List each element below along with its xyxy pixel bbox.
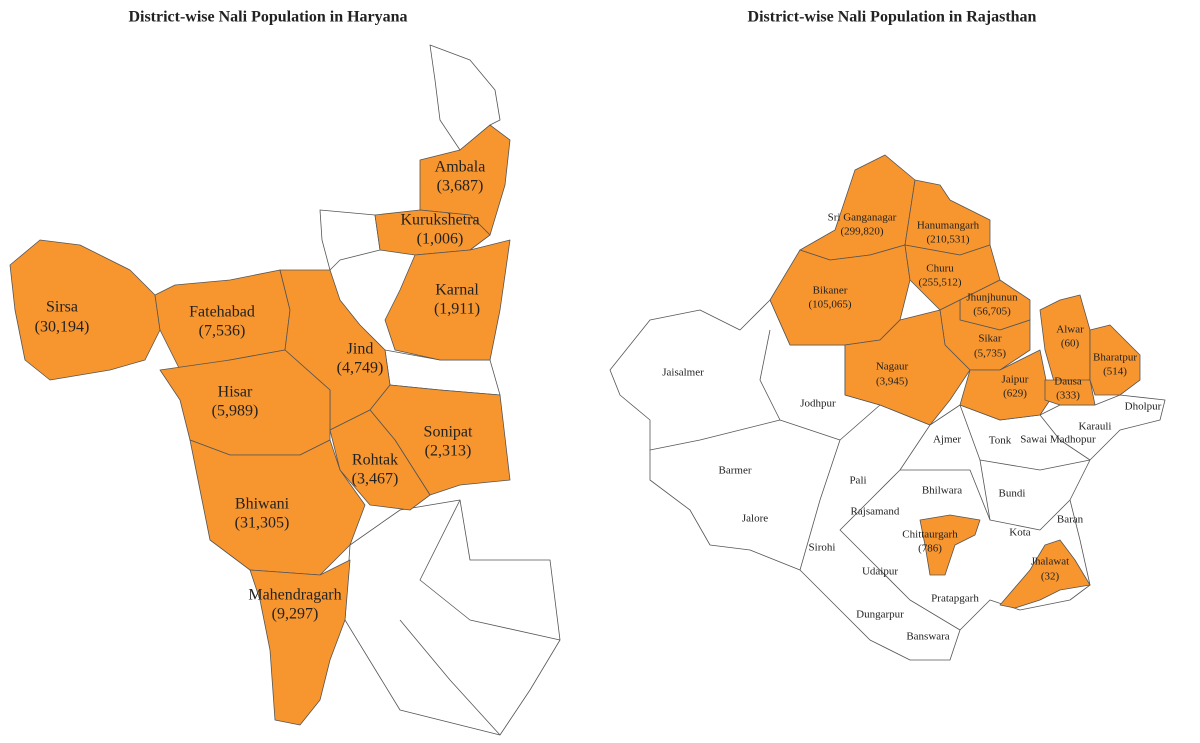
district-name: Hisar [218,384,253,401]
district-name: Karauli [1079,421,1112,433]
district-population: (56,705) [973,306,1011,318]
district-name: Dungarpur [856,609,904,621]
district-population: (299,820) [840,226,883,238]
district-name: Fatehabad [189,304,255,321]
district-population: (2,313) [425,443,472,460]
district-name: Baran [1057,514,1084,526]
district-shape [249,559,351,726]
district-name: Barmer [719,465,752,477]
district-population: (629) [1003,388,1027,400]
haryana-base [319,44,561,736]
district-shape [189,439,366,576]
district-name: Karnal [435,282,479,299]
district-population: (4,749) [337,360,384,377]
district-population: (1,006) [417,231,464,248]
district-name: Sri Ganganagar [828,212,897,224]
district-name: Pali [849,475,866,487]
district-name: Tonk [989,435,1012,447]
district-population: (333) [1056,390,1080,402]
district-population: (7,536) [199,323,246,340]
district-population: (514) [1103,366,1127,378]
district-name: Banswara [906,631,949,643]
district-shape [999,539,1091,609]
labels: Ambala (3,687) Kurukshetra (1,006) Karnal (1,… [35,159,1162,643]
district-shape [919,514,981,576]
district-name: Bhiwani [235,496,290,513]
district-name: Bundi [999,488,1026,500]
district-shape [419,124,511,236]
district-name: Udaipur [862,566,898,578]
district-population: (5,735) [974,348,1006,360]
map-title: District-wise Nali Population in Haryana [128,9,407,26]
district-name: Bharatpur [1093,352,1137,364]
district-population: (3,945) [876,376,908,388]
district-population: (32) [1041,571,1060,583]
district-name: Kota [1009,527,1031,539]
district-name: Jaipur [1002,374,1029,386]
district-name: Rajsamand [851,506,900,518]
map-title: District-wise Nali Population in Rajasth… [748,9,1037,26]
district-name: Pratapgarh [931,593,979,605]
district-name: Sikar [978,333,1002,345]
district-name: Rohtak [352,452,398,469]
district-name: Sawai Madhopur [1020,434,1096,446]
district-name: Nagaur [876,361,909,373]
district-name: Sonipat [424,424,473,441]
district-shape [329,409,431,511]
district-name: Hanumangarh [917,220,980,232]
district-shape [1089,324,1141,396]
district-name: Sirsa [46,299,78,316]
district-shape [9,239,161,381]
districts [9,124,1141,726]
district-population: (105,065) [808,299,851,311]
district-shape [384,239,511,361]
district-name: Dholpur [1125,401,1162,413]
district-name: Bikaner [813,285,848,297]
district-name: Sirohi [809,542,836,554]
district-name: Chittaurgarh [902,529,958,541]
district-population: (3,687) [437,178,484,195]
district-name: Mahendragarh [248,587,341,604]
district-name: Alwar [1056,324,1084,336]
district-name: Ambala [435,159,486,176]
district-population: (1,911) [434,301,480,318]
district-name: Jaisalmer [662,367,704,379]
district-population: (255,512) [918,277,961,289]
district-population: (9,297) [272,606,319,623]
district-name: Churu [926,263,954,275]
district-population: (30,194) [35,319,90,336]
district-name: Jind [347,341,374,358]
district-population: (5,989) [212,403,259,420]
district-name: Jodhpur [800,398,836,410]
district-population: (3,467) [352,471,399,488]
district-name: Ajmer [933,434,961,446]
district-population: (60) [1061,338,1080,350]
district-name: Jhunjhunun [966,292,1018,304]
district-population: (210,531) [926,234,969,246]
district-name: Dausa [1054,376,1082,388]
district-shape [959,349,1051,421]
district-name: Jalore [742,513,768,525]
district-name: Bhilwara [922,485,962,497]
district-shape [374,209,491,256]
district-name: Jhalawat [1031,556,1069,568]
district-shape [799,154,916,261]
district-shape [1044,379,1096,406]
district-name: Kurukshetra [400,212,479,229]
district-population: (786) [918,543,942,555]
district-population: (31,305) [235,515,290,532]
